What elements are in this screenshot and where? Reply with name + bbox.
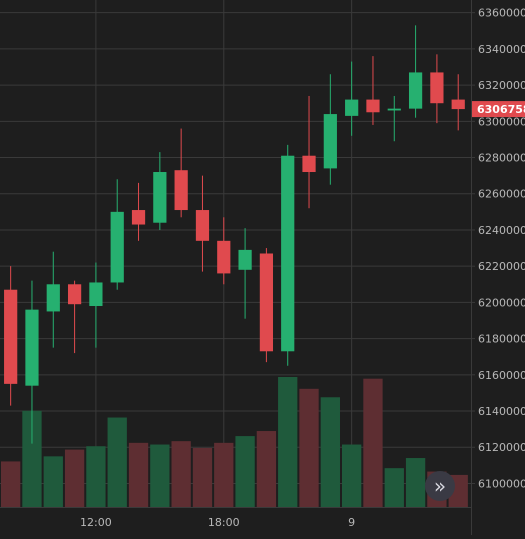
volume-bar — [384, 468, 404, 507]
price-tick-label: 6160000 — [478, 369, 525, 382]
candle-body — [25, 309, 39, 386]
volume-bar — [256, 431, 277, 507]
volume-bar — [299, 388, 319, 507]
candle-body — [67, 284, 82, 305]
candle-body — [110, 211, 124, 283]
price-tick-label: 6140000 — [478, 405, 525, 418]
candle-body — [281, 155, 295, 352]
volume-bar — [214, 442, 234, 507]
volume-bar — [150, 444, 170, 507]
last-price-tag: 6306758 — [472, 101, 525, 118]
candle-body — [238, 249, 252, 270]
price-axis: 6360000 6340000 6320000 6300000 6280000 62600… — [471, 7, 525, 490]
price-tick-label: 6180000 — [478, 333, 525, 346]
last-price-tag-background — [472, 101, 525, 118]
candle-body — [153, 172, 167, 223]
candle-body — [46, 284, 60, 312]
price-tick-label: 6260000 — [478, 188, 525, 201]
volume-bar — [363, 378, 383, 507]
volume-bar — [341, 444, 362, 507]
time-tick-label: 12:00 — [80, 516, 112, 529]
candles — [4, 25, 465, 444]
price-tick-label: 6200000 — [478, 296, 525, 309]
price-tick-label: 6360000 — [478, 7, 525, 20]
price-tick-label: 6220000 — [478, 260, 525, 273]
candle-body — [430, 72, 444, 104]
candle-body — [89, 282, 103, 307]
candle-body — [345, 99, 359, 116]
time-tick-label: 9 — [348, 516, 355, 529]
price-tick-label: 6300000 — [478, 115, 525, 128]
price-tick-label: 6320000 — [478, 79, 525, 92]
candle-body — [217, 240, 231, 274]
volume-bar — [86, 446, 106, 507]
volume-bar — [43, 456, 63, 507]
time-tick-label: 18:00 — [208, 516, 240, 529]
candle-body — [4, 289, 18, 384]
candle-body — [451, 99, 465, 110]
candle-body — [366, 99, 380, 113]
last-price-label: 6306758 — [477, 103, 525, 116]
volume-bar — [22, 410, 42, 507]
price-tick-label: 6240000 — [478, 224, 525, 237]
price-tick-label: 6100000 — [478, 477, 525, 490]
candle-body — [387, 108, 401, 111]
candle-body — [131, 210, 146, 225]
price-tick-label: 6280000 — [478, 152, 525, 165]
volume-bar — [64, 449, 85, 507]
volume-bar — [278, 377, 298, 507]
candle-body — [408, 72, 423, 109]
volume-bar — [405, 458, 426, 507]
double-chevron-right-icon: » — [433, 474, 447, 498]
candle-body — [323, 114, 337, 169]
volume-bars — [1, 377, 468, 507]
volume-bar — [171, 441, 191, 507]
time-axis: 12:00 18:00 9 — [80, 516, 355, 529]
volume-bar — [235, 436, 255, 507]
volume-bar — [1, 461, 21, 507]
candle-body — [259, 253, 274, 352]
candle-body — [174, 170, 188, 211]
volume-bar — [320, 397, 340, 507]
candle-body — [302, 155, 316, 173]
volume-bar — [107, 417, 127, 507]
scroll-to-latest-button[interactable]: » — [425, 471, 455, 501]
volume-bar — [192, 447, 213, 507]
price-tick-label: 6120000 — [478, 441, 525, 454]
volume-bar — [128, 442, 149, 507]
candle-body — [195, 210, 210, 241]
price-tick-label: 6340000 — [478, 43, 525, 56]
